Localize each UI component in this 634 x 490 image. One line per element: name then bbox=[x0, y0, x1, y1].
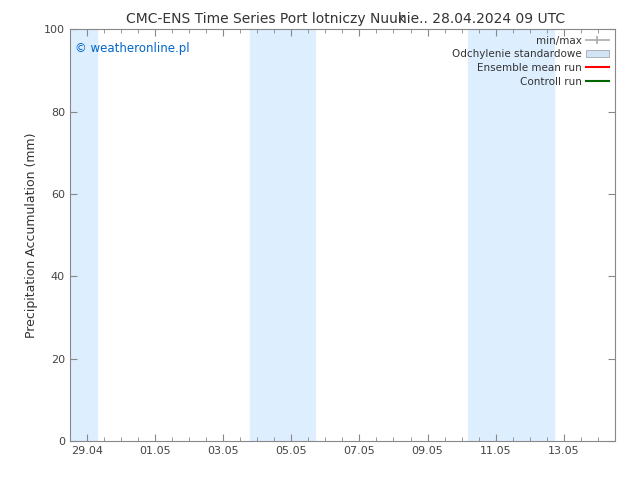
Bar bbox=[250, 29, 281, 441]
Bar bbox=[503, 29, 553, 441]
Text: nie.. 28.04.2024 09 UTC: nie.. 28.04.2024 09 UTC bbox=[398, 12, 566, 26]
Legend: min/max, Odchylenie standardowe, Ensemble mean run, Controll run: min/max, Odchylenie standardowe, Ensembl… bbox=[448, 31, 613, 91]
Text: © weatheronline.pl: © weatheronline.pl bbox=[75, 42, 190, 55]
Bar bbox=[469, 29, 503, 441]
Bar bbox=[70, 29, 97, 441]
Bar bbox=[281, 29, 315, 441]
Text: CMC-ENS Time Series Port lotniczy Nuuk: CMC-ENS Time Series Port lotniczy Nuuk bbox=[126, 12, 406, 26]
Y-axis label: Precipitation Accumulation (mm): Precipitation Accumulation (mm) bbox=[25, 132, 38, 338]
